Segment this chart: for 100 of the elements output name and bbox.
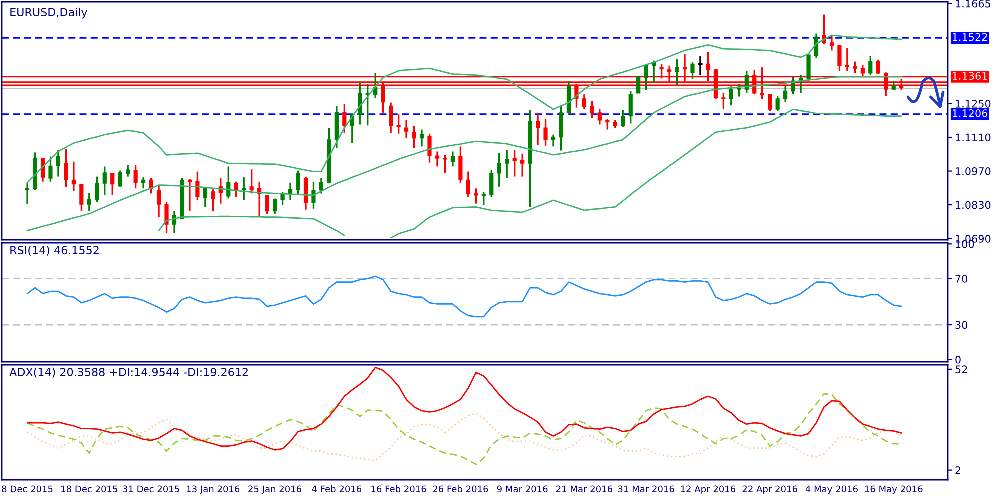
y-tick-label: 30 <box>956 321 968 330</box>
x-tick-label: 18 Dec 2015 <box>62 486 118 493</box>
candlestick <box>80 183 84 212</box>
x-tick-label: 31 Mar 2016 <box>618 486 674 493</box>
x-tick-label: 8 Dec 2015 <box>2 486 53 493</box>
line-series <box>26 276 902 318</box>
candlestick <box>636 75 641 94</box>
y-tick-label: 2 <box>956 466 961 474</box>
candlestick <box>110 172 115 196</box>
candlestick <box>490 169 494 198</box>
x-tick-label: 16 May 2016 <box>865 486 923 494</box>
candlestick <box>319 178 324 195</box>
candlestick <box>876 59 880 76</box>
candlestick <box>435 150 440 168</box>
candlestick <box>272 198 278 215</box>
candlestick <box>342 104 347 134</box>
candlestick <box>443 154 448 174</box>
line-series <box>26 34 902 184</box>
candlestick <box>72 161 76 192</box>
candlestick <box>722 92 726 110</box>
candlestick <box>396 114 401 135</box>
candlestick <box>164 201 169 234</box>
candlestick <box>505 149 510 180</box>
candlestick <box>675 58 680 86</box>
candlestick <box>126 164 130 178</box>
candlestick <box>296 170 300 196</box>
ref-line-label: 1.1522 <box>952 33 988 42</box>
candlestick <box>428 133 432 164</box>
y-tick-label: 1.1250 <box>956 100 991 108</box>
candlestick <box>64 148 68 188</box>
candlestick <box>598 108 602 126</box>
candlestick <box>95 176 100 203</box>
ref-line-label: 1.1206 <box>952 110 988 118</box>
candlestick <box>482 191 486 206</box>
candlestick <box>196 170 200 202</box>
y-tick-label: 70 <box>956 275 968 283</box>
candlestick <box>265 194 270 215</box>
candlestick <box>497 152 502 188</box>
candlestick <box>868 56 873 76</box>
candlestick <box>56 149 61 178</box>
x-tick-label: 31 Dec 2015 <box>123 486 180 493</box>
candlestick <box>544 118 548 147</box>
candlestick <box>512 149 517 178</box>
candlestick <box>776 95 780 112</box>
candlestick <box>156 184 162 218</box>
candlestick <box>845 47 850 72</box>
candlestick <box>768 94 772 112</box>
x-tick-label: 26 Feb 2016 <box>433 486 488 493</box>
candlestick <box>420 128 424 148</box>
x-tick-label: 12 Apr 2016 <box>681 486 736 494</box>
candlestick <box>822 14 826 45</box>
candlestick <box>744 70 749 94</box>
ref-line-label: 1.1361 <box>952 72 988 80</box>
candlestick <box>737 84 742 98</box>
y-tick-label: 0 <box>956 356 961 364</box>
candlestick <box>404 120 409 140</box>
candlestick <box>48 156 53 183</box>
candlestick <box>149 178 154 195</box>
x-tick-label: 4 May 2016 <box>806 486 858 494</box>
x-tick-label: 22 Apr 2016 <box>742 486 798 494</box>
candlestick <box>366 84 370 127</box>
line-series <box>26 412 902 462</box>
candlestick <box>389 102 394 134</box>
chart-title: RSI(14) 46.1552 <box>10 246 99 256</box>
candlestick <box>644 63 648 91</box>
candlestick <box>412 126 416 150</box>
candlestick <box>520 153 525 178</box>
candlestick <box>102 166 107 196</box>
x-tick-label: 21 Mar 2016 <box>556 486 612 493</box>
candlestick <box>830 35 834 52</box>
candlestick <box>784 85 788 104</box>
y-tick-label: 1.0830 <box>956 201 991 210</box>
candlestick <box>134 164 138 190</box>
y-tick-label: 1.0970 <box>956 168 991 176</box>
candlestick <box>621 109 626 128</box>
candlestick <box>860 64 865 77</box>
candlestick <box>87 192 92 212</box>
y-tick-label: 1.1110 <box>956 134 991 142</box>
y-tick-label: 52 <box>956 366 968 374</box>
candlestick <box>458 146 463 184</box>
x-tick-label: 16 Feb 2016 <box>372 486 426 493</box>
candlestick <box>280 191 285 206</box>
candlestick <box>853 60 858 74</box>
x-tick-label: 13 Jan 2016 <box>187 486 240 494</box>
x-tick-label: 9 Mar 2016 <box>497 486 548 493</box>
candlestick <box>791 76 796 96</box>
candlestick <box>142 176 146 190</box>
candlestick <box>551 134 556 148</box>
candlestick <box>628 90 633 125</box>
candlestick <box>242 176 246 202</box>
candlestick <box>450 150 456 168</box>
candlestick <box>729 86 734 107</box>
candlestick <box>806 54 811 82</box>
y-tick-label: 1.1665 <box>956 0 990 8</box>
text: EURUSD,Daily <box>10 8 88 19</box>
x-tick-label: 4 Feb 2016 <box>312 486 362 493</box>
candlestick <box>312 181 316 210</box>
candlestick <box>690 62 695 80</box>
candlestick <box>582 94 587 110</box>
candlestick <box>25 182 30 206</box>
